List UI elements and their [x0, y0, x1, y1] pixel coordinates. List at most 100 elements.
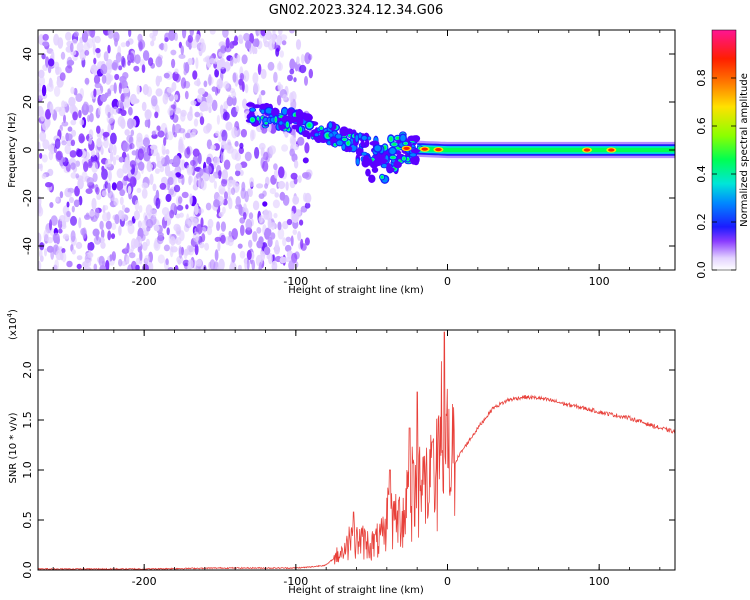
noise-blob [232, 40, 239, 46]
noise-blob [119, 196, 124, 206]
noise-blob [216, 157, 221, 163]
noise-blob [44, 117, 51, 128]
noise-blob [240, 128, 247, 138]
noise-blob [214, 249, 219, 262]
noise-blob [165, 258, 169, 266]
noise-blob [263, 209, 269, 220]
signal-blob [368, 174, 376, 183]
noise-blob [190, 159, 196, 166]
peak-core [583, 148, 591, 152]
noise-blob [128, 252, 136, 259]
noise-blob [57, 37, 64, 49]
noise-blob [290, 210, 295, 221]
y-tick-label: 0.5 [21, 511, 34, 529]
noise-blob [76, 255, 83, 261]
noise-blob [118, 156, 124, 163]
noise-blob [173, 132, 177, 138]
noise-blob [253, 82, 260, 94]
noise-blob [88, 129, 94, 139]
noise-blob [62, 233, 70, 240]
noise-blob [228, 230, 232, 237]
noise-blob [78, 109, 82, 119]
noise-blob [141, 101, 147, 112]
noise-blob [260, 30, 266, 37]
noise-blob [60, 51, 66, 60]
signal-blob [361, 152, 367, 156]
noise-blob [245, 218, 252, 231]
noise-blob [58, 228, 63, 234]
snr-line [38, 331, 675, 570]
noise-blob [216, 114, 220, 125]
noise-blob [178, 246, 183, 259]
noise-blob [137, 220, 142, 229]
noise-blob [120, 109, 127, 117]
strong-peaks [401, 145, 617, 153]
noise-blob [118, 258, 123, 267]
noise-blob [279, 256, 287, 264]
signal-blob [334, 143, 337, 146]
signal-blob [342, 143, 346, 150]
noise-blob [143, 146, 150, 157]
noise-blob [264, 227, 272, 237]
noise-blob [68, 96, 76, 107]
noise-blob [235, 170, 241, 177]
signal-blob [286, 122, 289, 127]
noise-blob [167, 107, 174, 116]
noise-blob [81, 171, 88, 183]
noise-blob [126, 255, 130, 265]
noise-blob [95, 231, 99, 241]
noise-blob [39, 152, 43, 159]
noise-blob [223, 143, 229, 150]
noise-blob [223, 159, 231, 170]
signal-blob [274, 117, 277, 122]
noise-blob [218, 258, 225, 270]
noise-blob [256, 240, 263, 249]
noise-blob [50, 248, 55, 260]
noise-blob [116, 180, 124, 191]
noise-blob [111, 182, 117, 191]
noise-blob [76, 263, 82, 270]
y-tick-label: 40 [21, 47, 34, 61]
noise-blob [61, 252, 67, 263]
noise-blob [172, 155, 181, 168]
noise-blob [126, 118, 134, 130]
noise-blob [123, 175, 129, 181]
noise-blob [219, 59, 226, 70]
noise-blob [192, 70, 198, 80]
noise-blob [242, 98, 248, 109]
noise-blob [155, 88, 163, 97]
noise-blob [118, 225, 122, 236]
noise-blob [118, 65, 123, 71]
noise-blob [39, 163, 43, 172]
noise-blob [156, 152, 160, 164]
signal-blob [285, 116, 294, 121]
noise-blob [91, 161, 99, 173]
noise-blob [171, 238, 179, 244]
noise-blob [100, 146, 104, 155]
noise-blob [67, 59, 75, 66]
snr-xlabel: Height of straight line (km) [288, 585, 424, 596]
noise-blob [164, 37, 169, 43]
noise-blob [107, 182, 111, 194]
signal-blob [248, 111, 255, 117]
noise-blob [162, 93, 169, 105]
noise-blob [52, 232, 60, 243]
noise-blob [185, 204, 189, 210]
noise-blob [295, 39, 302, 50]
noise-blob [62, 220, 67, 228]
noise-blob [193, 118, 199, 127]
noise-blob [304, 75, 308, 86]
noise-blob [171, 81, 177, 92]
snr-scale-label: (x104) [6, 309, 19, 340]
noise-blob [235, 196, 241, 207]
noise-blob [213, 180, 217, 190]
signal-blob [261, 109, 265, 114]
noise-blob [54, 106, 62, 112]
noise-blob [290, 235, 294, 247]
colorbar-tick-label: 0.0 [695, 261, 708, 279]
noise-blob [187, 58, 193, 66]
noise-blob [83, 161, 89, 173]
signal-blob [364, 139, 370, 148]
noise-blob [93, 74, 101, 85]
spectrogram-xlabel: Height of straight line (km) [288, 285, 424, 296]
